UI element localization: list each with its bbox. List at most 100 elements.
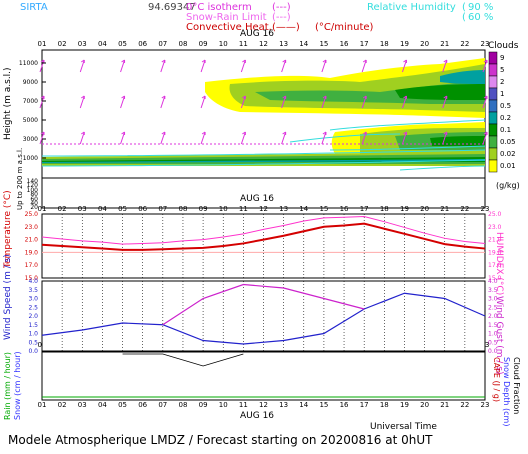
y2-tick-label: 2.0: [488, 313, 498, 320]
y-tick-label: 3.5: [28, 287, 38, 294]
y-tick-label: 4.0: [28, 278, 38, 285]
wind-arrow: [401, 95, 407, 109]
hour-label: 09: [199, 40, 208, 48]
hour-label: 04: [98, 205, 107, 213]
clouds-legend-swatch: [488, 135, 498, 149]
hour-label: 06: [138, 40, 147, 48]
legend-snow-rain-label: Snow-Rain Limit: [186, 12, 267, 23]
wind-arrow-head: [161, 59, 166, 63]
wind-arrow-head: [403, 131, 407, 135]
rh-contour-60: [289, 133, 486, 171]
hour-label: 18: [380, 40, 389, 48]
wind-arrow: [361, 95, 367, 109]
wind-arrow-head: [322, 95, 327, 99]
cape-line: [122, 353, 244, 367]
hour-label: 12: [259, 205, 268, 213]
temp-panel-y2label: HUMIDEX (°C): [494, 232, 504, 295]
hour-label: 07: [158, 40, 167, 48]
hour-label: 22: [460, 40, 469, 48]
cloud-panel-ylabel-sub: Up to 200 m a.s.l.: [16, 148, 24, 210]
hour-label: 08: [178, 401, 187, 409]
rain-panel-series: [122, 353, 244, 367]
temperature-line: [41, 222, 486, 251]
wind-arrow: [240, 59, 246, 73]
wind-arrow-head: [443, 131, 448, 135]
y-tick-label: 15.0: [25, 275, 39, 282]
clouds-legend-label: 0.05: [500, 138, 516, 146]
wind-arrow: [39, 131, 45, 145]
y-tick-label: 11000: [19, 60, 38, 67]
y-tick-label: 3.0: [28, 296, 38, 303]
wind-arrow-head: [242, 59, 246, 63]
hour-label: 16: [340, 205, 349, 213]
date-label-1: AUG 16: [240, 29, 274, 39]
clouds-legend-label: 5: [500, 66, 504, 74]
hour-label: 19: [400, 205, 409, 213]
y2-tick-label: 15.0: [488, 275, 502, 282]
hour-label: 01: [38, 401, 47, 409]
station-label: SIRTA: [20, 2, 48, 13]
hour-label: 17: [360, 205, 369, 213]
hour-label: 15: [319, 401, 328, 409]
station-coords: 94.69347: [148, 2, 196, 13]
clouds-legend-label: 0.2: [500, 114, 511, 122]
hour-label: 23: [481, 205, 490, 213]
y-tick-label: 100: [27, 187, 39, 194]
legend-isotherm-key: (---): [272, 2, 291, 13]
hour-label: 02: [58, 205, 67, 213]
hour-label: 20: [420, 401, 429, 409]
y2-tick-label: 3.0: [488, 296, 498, 303]
y-tick-label: 140: [27, 178, 39, 185]
rh-contour-90: [41, 119, 486, 167]
wind-arrow-head: [201, 131, 206, 135]
y-tick-label: 0.0: [28, 348, 38, 355]
wind-arrow: [240, 95, 246, 109]
y-tick-label: 3000: [23, 136, 38, 143]
wind-arrow: [482, 59, 488, 73]
wind-panel-y-axis: 4.0 4.03.5 3.53.0 3.02.5 2.52.0 2.01.5 1.51.0 1…: [28, 278, 497, 355]
wind-arrow-head: [242, 95, 246, 99]
wind-arrow-head: [483, 59, 488, 63]
rain-panel-ylabel2: Snow (cm / hour): [13, 351, 22, 420]
clouds-legend-swatch: [488, 123, 498, 137]
cloud-panel: 1100090007000500030001000140120100806040…: [19, 49, 488, 211]
clouds-legend-label: 9: [500, 54, 504, 62]
model-title: Modele Atmospherique LMDZ / Forecast sta…: [8, 433, 433, 447]
temp-panel-grid: [41, 214, 486, 278]
y-tick-label: 60: [30, 196, 38, 203]
hour-label: 06: [138, 205, 147, 213]
wind-arrow: [321, 59, 327, 73]
hour-label: 20: [420, 205, 429, 213]
hour-label: 13: [279, 205, 288, 213]
y2-tick-label: 1.5: [488, 322, 498, 329]
legend-convective-label: Convective Heat.: [186, 22, 272, 33]
universal-time-label: Universal Time: [370, 422, 437, 432]
y-tick-label: 0.5: [28, 339, 38, 346]
hour-label: 23: [481, 401, 490, 409]
wind-arrow: [160, 131, 166, 145]
hour-label: 03: [78, 40, 87, 48]
y2-tick-label: 0.5: [488, 339, 498, 346]
wind-arrow: [321, 131, 327, 145]
rain-panel-y2label3: Cloud Fraction: [512, 357, 521, 414]
hour-label: 08: [178, 40, 187, 48]
wind-arrow-head: [121, 131, 126, 135]
wind-panel-y2label: Wind Gust (m / s): [494, 296, 504, 374]
hour-label: 03: [78, 205, 87, 213]
hour-label: 13: [279, 40, 288, 48]
hour-label: 21: [440, 205, 449, 213]
legend-rh-label: Relative Humidity: [367, 2, 456, 13]
clouds-legend-swatch: [488, 87, 498, 101]
legend-rh-60-key: (: [462, 12, 466, 23]
y-tick-label: 1.0: [28, 331, 38, 338]
wind-arrow: [79, 59, 85, 73]
wind-arrow: [79, 95, 85, 109]
wind-arrow: [361, 131, 367, 145]
wind-arrow: [482, 131, 488, 145]
hour-label: 23: [481, 40, 490, 48]
clouds-legend-label: 0.1: [500, 126, 511, 134]
humidex-line: [41, 216, 486, 245]
wind-arrow-head: [80, 131, 85, 135]
hour-label: 05: [118, 40, 127, 48]
